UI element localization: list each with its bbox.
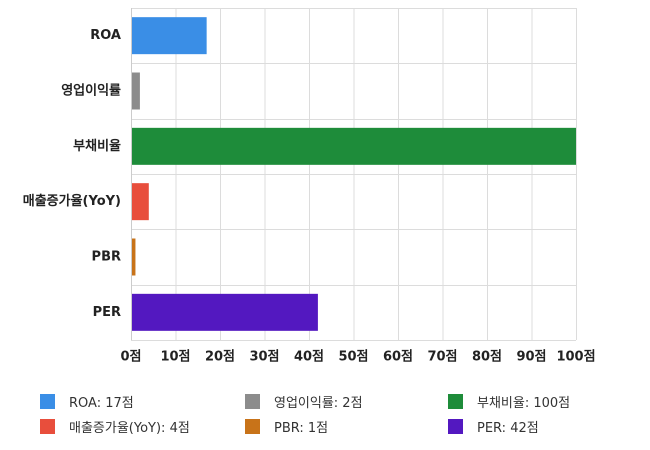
legend-label: 부채비율: 100점 [477,395,571,411]
category-label: ROA [90,28,121,43]
x-tick-label: 60점 [383,350,413,365]
category-label: 매출증가율(YoY) [23,193,121,209]
bar-2 [132,72,140,110]
legend-label: 영업이익률: 2점 [274,395,363,411]
x-tick-label: 20점 [205,350,235,365]
category-label: PBR [92,250,121,265]
legend-item: ROA: 17점 [40,390,134,412]
legend-label: PBR: 1점 [274,420,329,436]
x-tick-label: 40점 [294,350,324,365]
x-tick-label: 0점 [120,350,141,365]
x-tick-label: 30점 [249,350,279,365]
legend-item: PER: 42점 [448,415,539,437]
legend-item: PBR: 1점 [245,415,328,437]
legend-swatch [245,393,260,409]
legend-label: ROA: 17점 [69,395,134,411]
x-tick-label: 70점 [427,350,457,365]
bar-4 [132,183,149,221]
legend-swatch [448,393,463,409]
legend-item: 영업이익률: 2점 [245,390,363,412]
x-tick-label: 10점 [160,350,190,365]
category-label: 부채비율 [73,138,121,154]
bar-6 [132,293,318,331]
legend-swatch [40,418,55,434]
legend-item: 부채비율: 100점 [448,390,570,412]
bar-5 [132,238,136,276]
legend-swatch [40,393,55,409]
legend-label: PER: 42점 [477,420,539,436]
x-tick-label: 80점 [472,350,502,365]
legend-label: 매출증가율(YoY): 4점 [69,420,190,436]
legend-swatch [245,418,260,434]
category-label: PER [93,305,121,320]
legend-swatch [448,418,463,434]
category-label: 영업이익률 [61,83,121,99]
x-tick-label: 100점 [556,350,595,365]
x-tick-label: 50점 [338,350,368,365]
legend-item: 매출증가율(YoY): 4점 [40,415,190,437]
bar-1 [132,17,207,55]
bar-3 [132,127,576,165]
x-tick-label: 90점 [516,350,546,365]
